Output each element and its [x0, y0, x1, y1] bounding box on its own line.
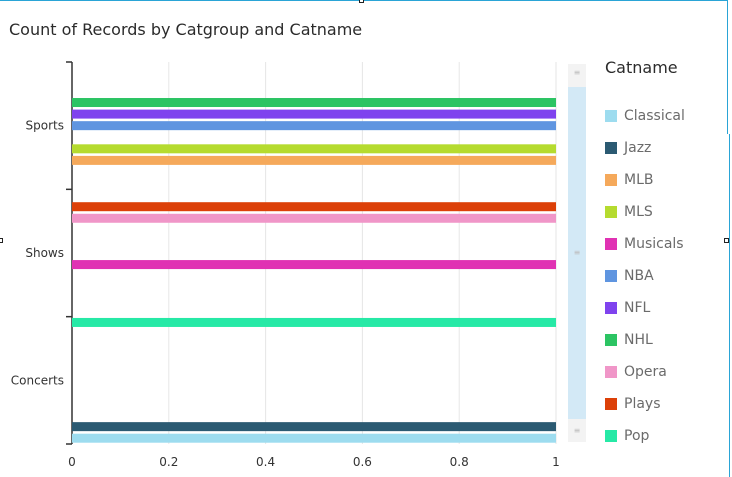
bar-concerts-jazz: [72, 422, 556, 432]
legend-label: Pop: [624, 428, 650, 444]
legend-swatch: [605, 174, 617, 186]
legend-swatch: [605, 206, 617, 218]
scroll-thumb-grip-icon[interactable]: ≡: [573, 248, 581, 257]
legend-label: NHL: [624, 332, 653, 348]
legend-swatch: [605, 366, 617, 378]
chart-scrollbar-thumb[interactable]: [568, 87, 586, 419]
legend-swatch: [605, 302, 617, 314]
legend-item[interactable]: Opera: [605, 356, 685, 388]
legend-item[interactable]: Classical: [605, 100, 685, 132]
resize-handle-top[interactable]: [359, 0, 364, 3]
legend-item[interactable]: NHL: [605, 324, 685, 356]
legend-item[interactable]: NFL: [605, 292, 685, 324]
scroll-up-grip-icon[interactable]: ≡: [573, 68, 581, 77]
legend-label: Jazz: [624, 140, 652, 156]
legend-item[interactable]: Musicals: [605, 228, 685, 260]
visual-border-right-lower: [729, 134, 730, 477]
bar-sports-nba: [72, 121, 556, 131]
bar-sports-nfl: [72, 109, 556, 119]
legend-swatch: [605, 238, 617, 250]
legend-swatch: [605, 430, 617, 442]
resize-handle-right[interactable]: [724, 238, 729, 243]
visual-border-right: [727, 0, 728, 134]
bar-concerts-pop: [72, 317, 556, 327]
x-tick-label: 1: [552, 455, 560, 469]
bar-sports-mls: [72, 144, 556, 154]
resize-handle-left[interactable]: [0, 238, 3, 243]
x-tick-label: 0.8: [450, 455, 469, 469]
bar-shows-plays: [72, 202, 556, 212]
bar-shows-musicals: [72, 260, 556, 270]
legend-item[interactable]: Pop: [605, 420, 685, 452]
legend-item[interactable]: NBA: [605, 260, 685, 292]
y-category-label: Shows: [25, 246, 64, 260]
x-tick-label: 0.2: [159, 455, 178, 469]
legend-swatch: [605, 398, 617, 410]
legend-item[interactable]: Plays: [605, 388, 685, 420]
legend-swatch: [605, 142, 617, 154]
legend-label: NFL: [624, 300, 651, 316]
legend-label: Opera: [624, 364, 667, 380]
bar-concerts-classical: [72, 433, 556, 443]
y-category-label: Sports: [26, 119, 64, 133]
x-tick-label: 0.6: [353, 455, 372, 469]
chart-title: Count of Records by Catgroup and Catname: [9, 20, 363, 39]
legend-swatch: [605, 270, 617, 282]
legend-item[interactable]: MLB: [605, 164, 685, 196]
bar-shows-opera: [72, 213, 556, 223]
legend: Classical Jazz MLB MLS Musicals NBA NFL NHL Oper…: [605, 100, 685, 452]
legend-label: NBA: [624, 268, 654, 284]
legend-swatch: [605, 334, 617, 346]
legend-label: MLB: [624, 172, 654, 188]
legend-label: Plays: [624, 396, 661, 412]
legend-swatch: [605, 110, 617, 122]
scroll-down-grip-icon[interactable]: ≡: [573, 426, 581, 435]
legend-label: Classical: [624, 108, 685, 124]
bar-sports-mlb: [72, 155, 556, 165]
x-tick-label: 0: [68, 455, 76, 469]
legend-label: Musicals: [624, 236, 684, 252]
x-tick-label: 0.4: [256, 455, 275, 469]
legend-label: MLS: [624, 204, 653, 220]
legend-title: Catname: [605, 58, 678, 77]
bar-sports-nhl: [72, 98, 556, 108]
visual-border-top: [0, 0, 728, 1]
legend-item[interactable]: Jazz: [605, 132, 685, 164]
y-category-label: Concerts: [11, 373, 64, 387]
legend-item[interactable]: MLS: [605, 196, 685, 228]
